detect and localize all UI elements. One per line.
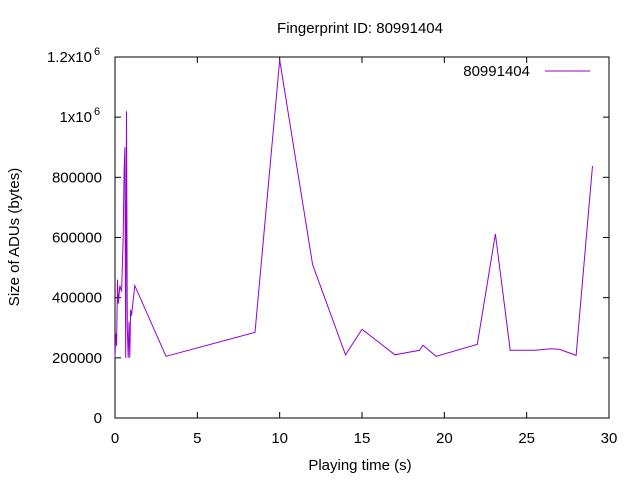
x-tick-label: 5 xyxy=(193,430,201,447)
plot-frame xyxy=(114,56,610,419)
y-tick-label: 600000 xyxy=(52,230,102,247)
y-tick-label: 1.2x10 xyxy=(47,49,92,66)
x-axis-label: Playing time (s) xyxy=(308,457,411,474)
y-tick-label: 200000 xyxy=(52,350,102,367)
x-axis-ticks: 0 5 10 15 20 25 30 xyxy=(111,57,618,447)
chart-title: Fingerprint ID: 80991404 xyxy=(277,20,443,37)
x-tick-label: 30 xyxy=(601,430,618,447)
legend: 80991404 xyxy=(463,63,590,80)
y-tick-label: 0 xyxy=(94,410,102,427)
x-tick-label: 15 xyxy=(354,430,371,447)
legend-label: 80991404 xyxy=(463,63,530,80)
series-layer xyxy=(114,59,593,358)
y-tick-exponent: 6 xyxy=(94,46,100,58)
y-tick-label: 400000 xyxy=(52,290,102,307)
x-tick-label: 20 xyxy=(436,430,453,447)
y-tick-exponent: 6 xyxy=(94,106,100,118)
x-tick-label: 0 xyxy=(111,430,119,447)
y-tick-label: 1x10 xyxy=(59,109,92,126)
series-line xyxy=(114,59,593,358)
y-tick-label: 800000 xyxy=(52,169,102,186)
x-tick-label: 25 xyxy=(518,430,535,447)
y-axis-label: Size of ADUs (bytes) xyxy=(6,168,23,306)
x-tick-label: 10 xyxy=(271,430,288,447)
